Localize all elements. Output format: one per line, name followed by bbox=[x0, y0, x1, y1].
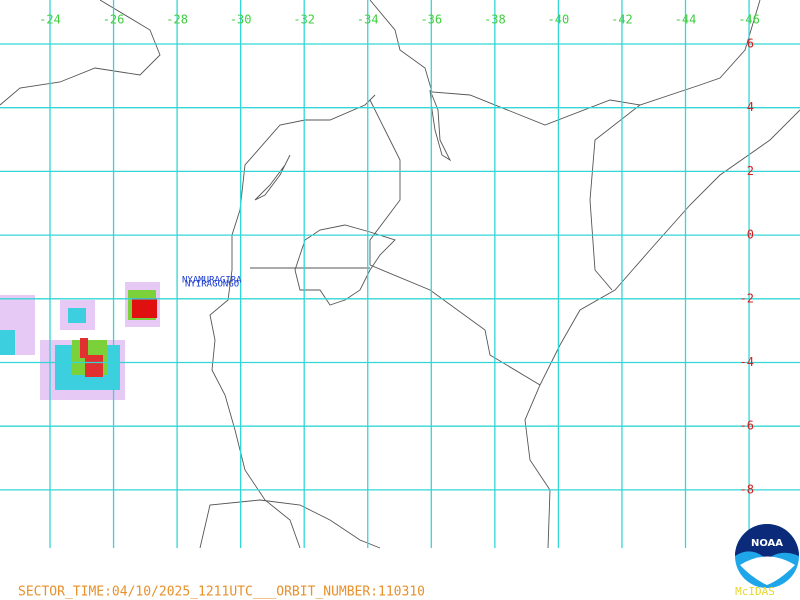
lon-label: -46 bbox=[738, 13, 760, 27]
coastlines bbox=[0, 0, 800, 549]
lat-label: 4 bbox=[747, 100, 754, 114]
logo-text: NOAA bbox=[751, 538, 783, 549]
lon-label: -42 bbox=[611, 13, 633, 27]
logo-wave bbox=[740, 556, 795, 585]
place-label: NYAMURAGIRA bbox=[182, 276, 242, 286]
lon-label: -34 bbox=[357, 13, 379, 27]
lat-label: -6 bbox=[740, 419, 754, 433]
noaa-logo: NOAA bbox=[735, 524, 799, 588]
lat-label: -4 bbox=[740, 355, 754, 369]
footer: SECTOR_TIME:04/10/2025_1211UTC___ORBIT_N… bbox=[18, 585, 425, 600]
logo-top bbox=[735, 524, 799, 560]
border bbox=[369, 99, 541, 386]
lake bbox=[429, 89, 452, 162]
lon-label: -24 bbox=[39, 13, 61, 27]
place-label: NYIRAGONGO bbox=[185, 280, 239, 290]
border bbox=[199, 499, 381, 549]
cloud bbox=[80, 338, 88, 358]
lat-label: 6 bbox=[747, 37, 754, 51]
lon-label: -28 bbox=[166, 13, 188, 27]
lon-label: -26 bbox=[103, 13, 125, 27]
lon-label: -38 bbox=[484, 13, 506, 27]
border bbox=[369, 0, 761, 126]
lat-label: 2 bbox=[747, 164, 754, 178]
lat-label: -8 bbox=[740, 482, 754, 496]
cloud-tops bbox=[0, 282, 160, 400]
lon-label: -32 bbox=[293, 13, 315, 27]
lon-label: -40 bbox=[548, 13, 570, 27]
lat-label: -2 bbox=[740, 291, 754, 305]
lat-label: 0 bbox=[747, 228, 754, 242]
border bbox=[0, 0, 161, 106]
border bbox=[524, 109, 800, 549]
cloud bbox=[132, 298, 157, 318]
graticule: -24 -26 -28 -30 -32 -34 -36 -38 -40 -42 -44 -46 6 4 2 0… bbox=[0, 0, 800, 548]
cloud bbox=[68, 308, 86, 323]
cloud bbox=[0, 330, 15, 355]
lon-label: -44 bbox=[675, 13, 697, 27]
lon-label: -36 bbox=[420, 13, 442, 27]
lon-label: -30 bbox=[230, 13, 252, 27]
software-label: McIDAS bbox=[735, 585, 775, 598]
border bbox=[589, 104, 641, 291]
lake bbox=[254, 154, 291, 201]
cloud bbox=[85, 355, 103, 377]
lake bbox=[294, 224, 396, 306]
border bbox=[209, 94, 376, 549]
